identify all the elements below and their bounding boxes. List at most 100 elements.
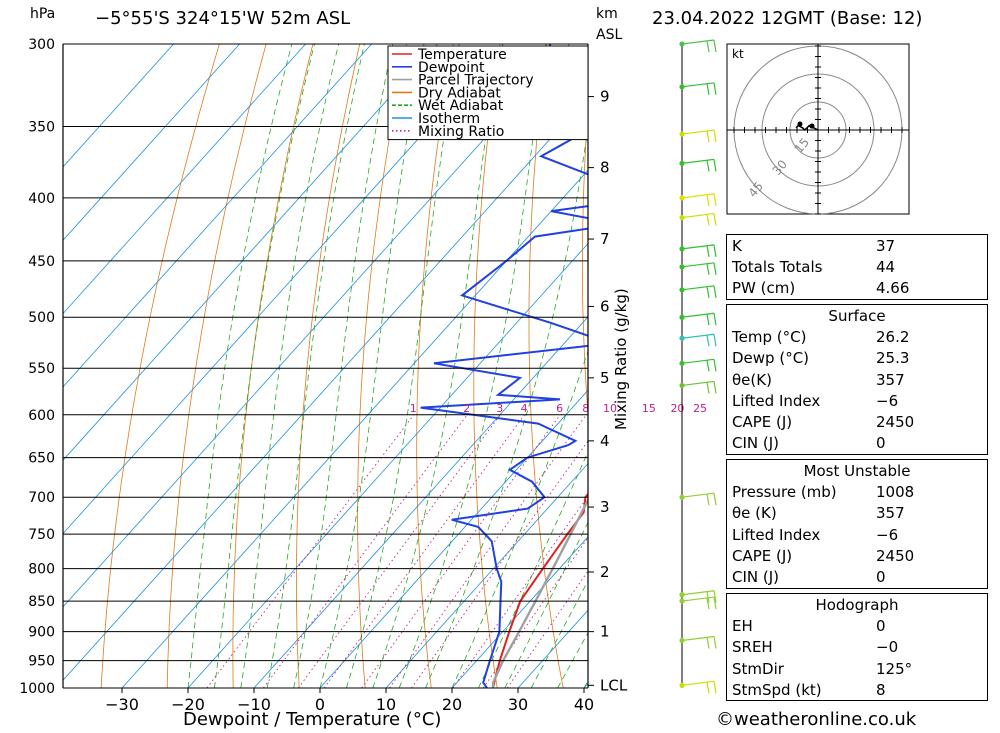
pressure-tick-label: 850 bbox=[28, 594, 55, 610]
wind-barb-staff bbox=[681, 333, 715, 339]
height-tick-label: 7 bbox=[600, 230, 610, 248]
pressure-tick-label: 300 bbox=[28, 37, 55, 53]
pressure-tick-label: 400 bbox=[28, 191, 55, 207]
series-temperature-line bbox=[491, 492, 588, 688]
pressure-tick-label: 800 bbox=[28, 562, 55, 578]
wind-barb-staff bbox=[681, 285, 715, 291]
isotherm bbox=[63, 44, 438, 461]
isotherm bbox=[63, 44, 240, 241]
height-tick-label: 5 bbox=[600, 369, 610, 387]
param-row: Temp (°C) 26.2 bbox=[727, 326, 987, 347]
isotherm bbox=[63, 44, 504, 535]
location-title: −5°55'S 324°15'W 52m ASL bbox=[95, 8, 351, 29]
temp-tick-label: 40 bbox=[574, 695, 594, 714]
mixing-ratio-label: 15 bbox=[642, 402, 656, 415]
wind-barb-staff bbox=[681, 212, 715, 219]
wet-adiabat bbox=[425, 125, 588, 688]
param-value: 357 bbox=[876, 504, 905, 523]
param-row: StmSpd (kt) 8 bbox=[727, 679, 987, 700]
wind-barb-flag bbox=[706, 83, 710, 95]
section-title: Most Unstable bbox=[803, 461, 911, 480]
wet-adiabat bbox=[319, 44, 425, 688]
isotherm bbox=[385, 462, 588, 688]
wind-barb-dot bbox=[679, 592, 685, 598]
wind-barb-dot bbox=[679, 637, 685, 644]
wet-adiabat bbox=[266, 44, 365, 688]
param-label: Temp (°C) bbox=[732, 327, 807, 346]
mixing-ratio-line bbox=[389, 414, 587, 688]
wind-barb-flag bbox=[713, 39, 717, 53]
wet-adiabat bbox=[530, 580, 588, 688]
wind-barb-flag bbox=[706, 360, 710, 372]
param-value: 44 bbox=[876, 257, 896, 276]
param-value: −0 bbox=[876, 638, 899, 657]
wind-barb-flag bbox=[706, 494, 710, 506]
wind-barb-staff bbox=[681, 158, 715, 164]
legend-label: Parcel Trajectory bbox=[418, 73, 534, 89]
param-label: Lifted Index bbox=[732, 391, 821, 410]
dry-adiabat bbox=[232, 44, 314, 688]
wind-barb-flag bbox=[713, 213, 717, 226]
isotherm bbox=[319, 389, 588, 688]
wind-barb-staff bbox=[681, 129, 715, 135]
wind-barb-staff bbox=[681, 82, 715, 88]
wind-barb-flag bbox=[713, 359, 717, 372]
wet-adiabat bbox=[372, 44, 500, 688]
param-label: CAPE (J) bbox=[732, 413, 793, 432]
wind-barb-flag bbox=[706, 130, 710, 143]
param-value: −6 bbox=[876, 525, 899, 544]
wind-barb-staff bbox=[681, 680, 715, 686]
series-parcel-trajectory-line bbox=[491, 497, 588, 688]
wind-barb-flag bbox=[713, 681, 717, 694]
temp-tick-label: 10 bbox=[376, 695, 396, 714]
wet-adiabat bbox=[346, 44, 460, 688]
wind-barb-flag bbox=[706, 314, 710, 326]
wind-barb-staff bbox=[681, 596, 715, 602]
wind-barb-staff bbox=[681, 312, 715, 318]
pressure-tick-label: 550 bbox=[28, 361, 55, 377]
wind-barb-flag bbox=[713, 590, 717, 603]
wind-barb-flag bbox=[706, 682, 710, 694]
mixing-ratio-line bbox=[263, 414, 468, 688]
wind-barb-flag bbox=[706, 382, 710, 394]
param-value: 2450 bbox=[876, 413, 915, 432]
height-tick-label: 4 bbox=[600, 432, 610, 450]
height-tick-label: 3 bbox=[600, 498, 610, 516]
wet-adiabat bbox=[504, 521, 588, 688]
section-title-row: Hodograph bbox=[727, 594, 987, 615]
wind-barb-flag bbox=[713, 596, 717, 610]
wind-barb-flag bbox=[713, 262, 717, 275]
param-label: K bbox=[732, 236, 742, 255]
param-row: θe(K) 357 bbox=[727, 369, 987, 390]
pressure-tick-label: 750 bbox=[28, 527, 55, 543]
param-row: Dewp (°C) 25.3 bbox=[727, 348, 987, 369]
wind-barb-flag bbox=[713, 381, 717, 394]
legend-label: Dry Adiabat bbox=[418, 85, 501, 101]
height-tick-label: 8 bbox=[600, 159, 610, 177]
param-label: θe(K) bbox=[732, 370, 772, 389]
legend-label: Mixing Ratio bbox=[418, 124, 504, 140]
param-row: Lifted Index −6 bbox=[727, 524, 987, 545]
wind-barb-flag bbox=[706, 245, 710, 257]
wind-barb-flag bbox=[713, 334, 717, 347]
section-title-row: Most Unstable bbox=[727, 460, 987, 481]
param-row: StmDir 125° bbox=[727, 658, 987, 679]
param-label: Lifted Index bbox=[732, 525, 821, 544]
param-row: CIN (J) 0 bbox=[727, 566, 987, 587]
param-label: EH bbox=[732, 616, 753, 635]
legend-label: Temperature bbox=[417, 47, 507, 63]
mixing-ratio-label: 6 bbox=[556, 402, 563, 415]
wind-barb-staff bbox=[681, 492, 715, 498]
dry-adiabat bbox=[100, 44, 220, 688]
temp-tick-label: 30 bbox=[508, 695, 528, 714]
wind-barb-flag bbox=[706, 286, 710, 298]
wet-adiabat bbox=[187, 44, 293, 688]
param-row: EH 0 bbox=[727, 615, 987, 636]
section-title: Hodograph bbox=[815, 595, 899, 614]
param-label: CIN (J) bbox=[732, 568, 780, 587]
param-value: 4.66 bbox=[876, 279, 910, 298]
dry-adiabat bbox=[357, 44, 407, 688]
param-value: 0 bbox=[876, 568, 886, 587]
param-row: Lifted Index −6 bbox=[727, 390, 987, 411]
mixing-ratio-line bbox=[361, 414, 561, 688]
